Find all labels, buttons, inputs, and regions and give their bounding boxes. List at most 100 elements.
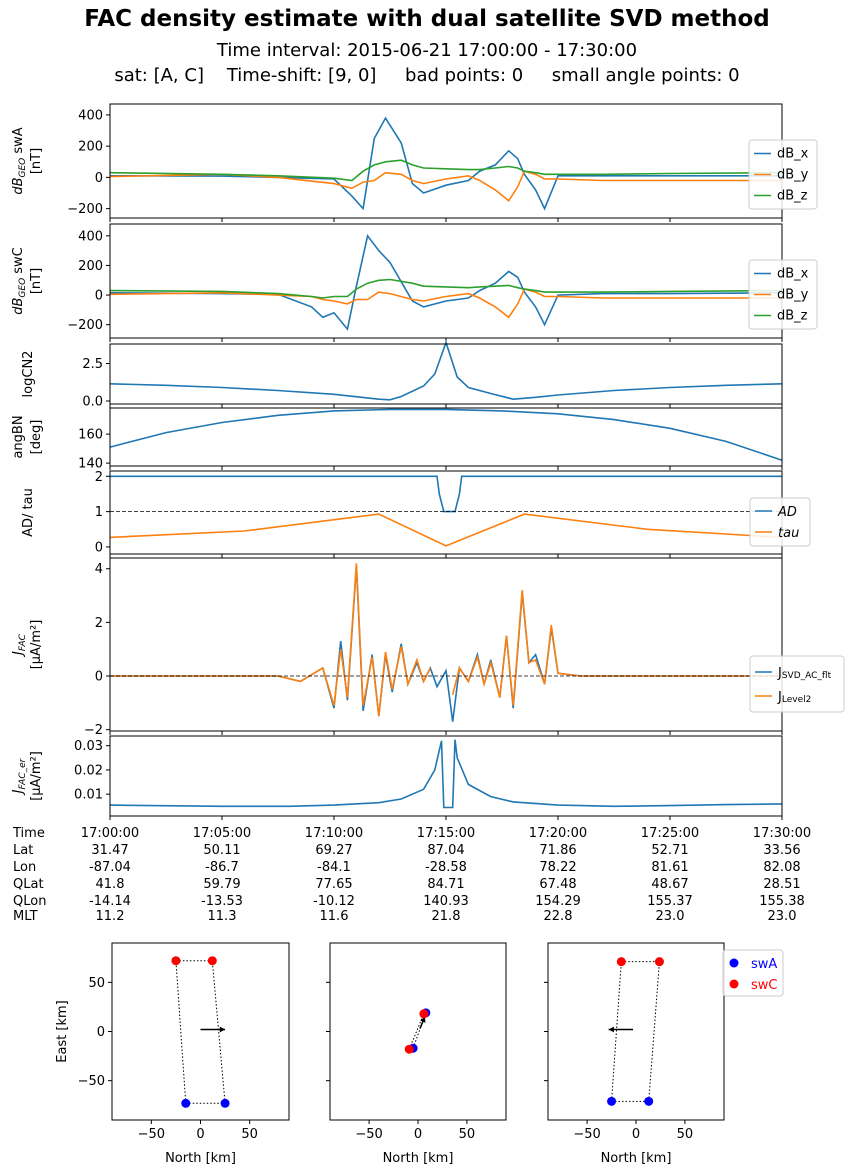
- ylabel-text: [deg]: [29, 420, 44, 455]
- ytick-label-J_FAC-0: −2: [84, 723, 103, 738]
- table-cell-6-3: 28.51: [763, 877, 800, 892]
- ylabel-text: AD/ tau: [21, 488, 36, 537]
- ylabel-part: dB: [11, 177, 26, 194]
- table-row-label-lat: Lat: [13, 843, 33, 858]
- ylabel-angBN: angBN [deg]: [11, 415, 44, 458]
- series-angBN-angBN: [109, 408, 783, 461]
- table-cell-3-2: -28.58: [425, 860, 467, 875]
- table-row-label-qlon: QLon: [13, 894, 46, 909]
- ylabel-text: dBGEO swA: [11, 127, 28, 194]
- ylabel-logCN2: logCN2: [21, 351, 36, 398]
- point-swC-constellation_3-1: [654, 957, 664, 967]
- table-cell-0-2: -87.04: [89, 860, 131, 875]
- legend-sat-entry-swC: swC: [751, 978, 777, 993]
- table-cell-1-1: 50.11: [203, 843, 240, 858]
- link-constellation_3-1: [648, 961, 660, 1102]
- legend-sub: Level2: [782, 695, 811, 705]
- axes-frame-dB_swC: [109, 223, 783, 339]
- table-cell-5-3: 48.67: [651, 877, 688, 892]
- ylabel-text: [nT]: [29, 268, 44, 294]
- ylabel-dB_swA: dBGEO swA[nT]: [11, 127, 44, 194]
- xlabel-constellation_1: North [km]: [165, 1151, 236, 1166]
- legend-dB_swC-entry-0: dB_x: [777, 267, 809, 282]
- link-constellation_2-3: [408, 1013, 425, 1050]
- table-cell-4-0: 17:20:00: [529, 826, 587, 841]
- table-cell-4-1: 71.86: [539, 843, 576, 858]
- table-cell-0-4: -14.14: [89, 894, 131, 909]
- table-cell-4-4: 154.29: [535, 894, 581, 909]
- arrow-head-constellation_3: [608, 1026, 614, 1033]
- ytick-label-dB_swC-2: 200: [78, 259, 103, 274]
- legend-dB_swA-entry-0: dB_x: [777, 147, 809, 162]
- axes-frame-dB_swA: [109, 103, 783, 219]
- ylabel-text: [nT]: [29, 148, 44, 174]
- series-dB_swC-dB_y: [109, 288, 782, 319]
- ylabel-part: J: [11, 789, 26, 796]
- table-cell-3-4: 140.93: [423, 894, 469, 909]
- ytick-label-J_FAC_er-1: 0.02: [74, 763, 103, 778]
- ytick-label-J_FAC-1: 0: [95, 670, 103, 685]
- point-swC-constellation_2-0: [404, 1044, 414, 1054]
- table-cell-3-5: 21.8: [432, 909, 461, 924]
- ytick-label-constellation_1--50: −50: [78, 1074, 105, 1089]
- xtick-label-constellation_2-50: 50: [459, 1127, 476, 1142]
- ytick-label-angBN-1: 160: [78, 428, 103, 443]
- figure-subtitle-interval: Time interval: 2015-06-21 17:00:00 - 17:…: [216, 40, 638, 61]
- legend-sat-marker-swC: [729, 979, 739, 989]
- table-cell-5-4: 155.37: [647, 894, 693, 909]
- point-swC-constellation_1-0: [171, 956, 181, 966]
- ytick-label-dB_swA-0: −200: [67, 202, 103, 217]
- table-cell-0-1: 31.47: [91, 843, 128, 858]
- ylabel-text: JFAC: [11, 633, 28, 658]
- xtick-label-constellation_1-0: 0: [196, 1127, 204, 1142]
- ylabel-text: dBGEO swC: [11, 247, 28, 315]
- series-dB_swA-dB_y: [109, 170, 782, 202]
- ylabel-part: logCN2: [21, 351, 36, 398]
- legend-sub: SVD_AC_flt: [782, 671, 832, 681]
- table-cell-1-3: 59.79: [203, 877, 240, 892]
- axes-frame-angBN: [109, 407, 783, 467]
- xlabel-constellation_3: North [km]: [601, 1151, 672, 1166]
- point-swC-constellation_1-1: [207, 956, 217, 966]
- ytick-label-dB_swC-1: 0: [95, 289, 103, 304]
- legend-dB_swC-entry-1: dB_y: [777, 288, 809, 303]
- table-cell-6-0: 17:30:00: [753, 826, 811, 841]
- ytick-label-dB_swA-3: 400: [78, 108, 103, 123]
- table-cell-2-3: 77.65: [315, 877, 352, 892]
- table-cell-2-5: 11.6: [320, 909, 349, 924]
- legend-sat-entry-swA: swA: [751, 957, 777, 972]
- table-cell-2-0: 17:10:00: [305, 826, 363, 841]
- ylabel-dB_swC: dBGEO swC[nT]: [11, 247, 44, 315]
- ytick-label-J_FAC-3: 4: [95, 562, 103, 577]
- table-cell-4-3: 67.48: [539, 877, 576, 892]
- table-cell-6-1: 33.56: [763, 843, 800, 858]
- ylabel-text: logCN2: [21, 351, 36, 398]
- xtick-label-constellation_1--50: −50: [138, 1127, 165, 1142]
- axes-frame-constellation_1: [111, 942, 290, 1121]
- legend-jfac-entry-1: JLevel2: [777, 690, 811, 705]
- table-cell-2-1: 69.27: [315, 843, 352, 858]
- link-constellation_2-2: [412, 1012, 427, 1049]
- axes-frame-AD_tau: [109, 470, 783, 555]
- table-cell-5-5: 23.0: [656, 909, 685, 924]
- table-cell-1-0: 17:05:00: [193, 826, 251, 841]
- series-J_FAC-J_SVD_AC_flt: [110, 565, 782, 722]
- ylabel-part: angBN: [11, 415, 26, 458]
- ytick-label-logCN2-0: 0.0: [82, 395, 103, 410]
- ytick-label-logCN2-1: 2.5: [82, 357, 103, 372]
- table-cell-6-4: 155.38: [759, 894, 805, 909]
- series-J_FAC-J_Level2: [110, 563, 782, 717]
- series-AD_tau-AD: [110, 475, 782, 513]
- ylabel-part: FAC: [18, 633, 28, 651]
- legend-adtau-frame: [749, 497, 811, 547]
- ylabel-part: AD/ tau: [21, 488, 36, 537]
- legend-dB_swC-frame: [748, 259, 818, 330]
- legend-main: J: [777, 690, 782, 705]
- ytick-label-constellation_1-0: 0: [97, 1025, 105, 1040]
- axes-frame-logCN2: [109, 343, 783, 405]
- arrow-head-constellation_1: [219, 1026, 226, 1033]
- ylabel-text: angBN: [11, 415, 26, 458]
- ylabel-part: J: [11, 651, 26, 658]
- ylabel-text: [μA/m²]: [29, 751, 44, 801]
